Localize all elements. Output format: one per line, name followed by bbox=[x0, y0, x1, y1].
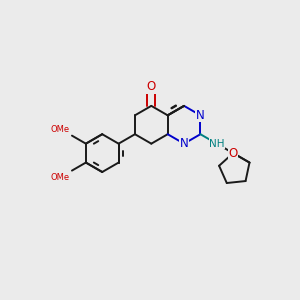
Text: NH: NH bbox=[209, 139, 224, 149]
Text: N: N bbox=[180, 137, 188, 150]
Text: OMe: OMe bbox=[51, 124, 70, 134]
Text: OMe: OMe bbox=[51, 173, 70, 182]
Text: O: O bbox=[229, 147, 238, 160]
Text: O: O bbox=[147, 80, 156, 94]
Text: N: N bbox=[196, 109, 205, 122]
